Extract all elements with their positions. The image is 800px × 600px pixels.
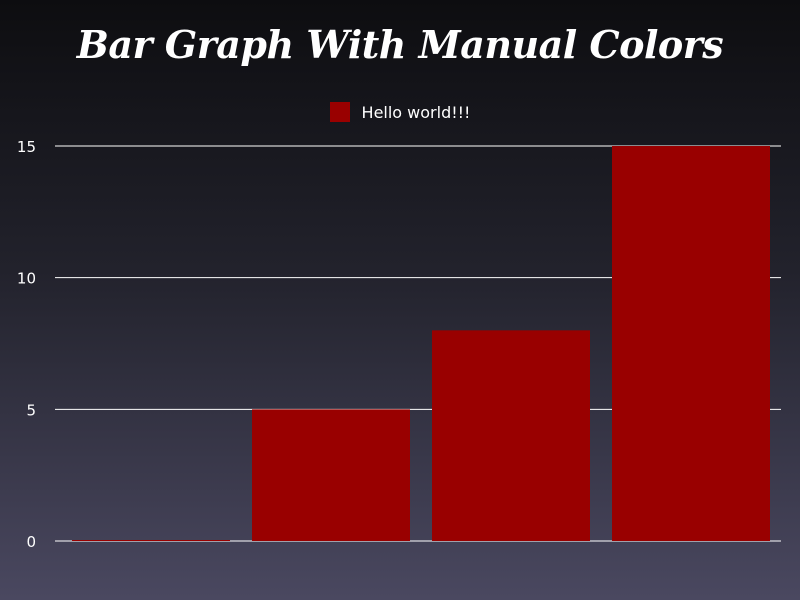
bar-3: [432, 330, 590, 541]
bars-layer: [72, 146, 770, 541]
chart-title: Bar Graph With Manual Colors: [76, 22, 724, 67]
bar-4: [612, 146, 770, 541]
legend-swatch: [329, 102, 350, 122]
legend: Hello world!!!: [0, 102, 800, 122]
y-tick-label: 10: [17, 270, 36, 288]
y-axis-ticks: 0 5 10 15: [17, 138, 36, 551]
bar-1: [72, 540, 230, 541]
y-tick-label: 0: [26, 533, 36, 551]
bar-2: [252, 409, 410, 541]
y-tick-label: 5: [26, 401, 36, 419]
y-tick-label: 15: [17, 138, 36, 156]
legend-label: Hello world!!!: [361, 102, 471, 122]
